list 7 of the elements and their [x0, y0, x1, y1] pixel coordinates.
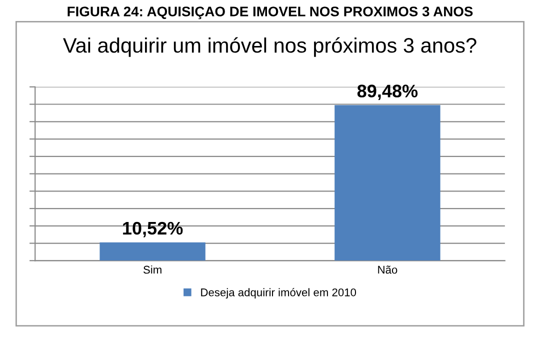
- x-tick-label: Não: [378, 266, 398, 274]
- data-label: 10,52%: [123, 222, 183, 238]
- chart-subtitle: Vai adquirir um imóvel nos próximos 3 anos?: [63, 37, 476, 57]
- x-tick-label: Sim: [143, 266, 162, 274]
- legend-label: Deseja adquirir imóvel em 2010: [201, 288, 356, 299]
- chart-title: FIGURA 24: AQUISIÇAO DE IMOVEL NOS PROXIMOS 3 ANOS: [68, 6, 473, 20]
- data-label: 89,48%: [357, 84, 418, 100]
